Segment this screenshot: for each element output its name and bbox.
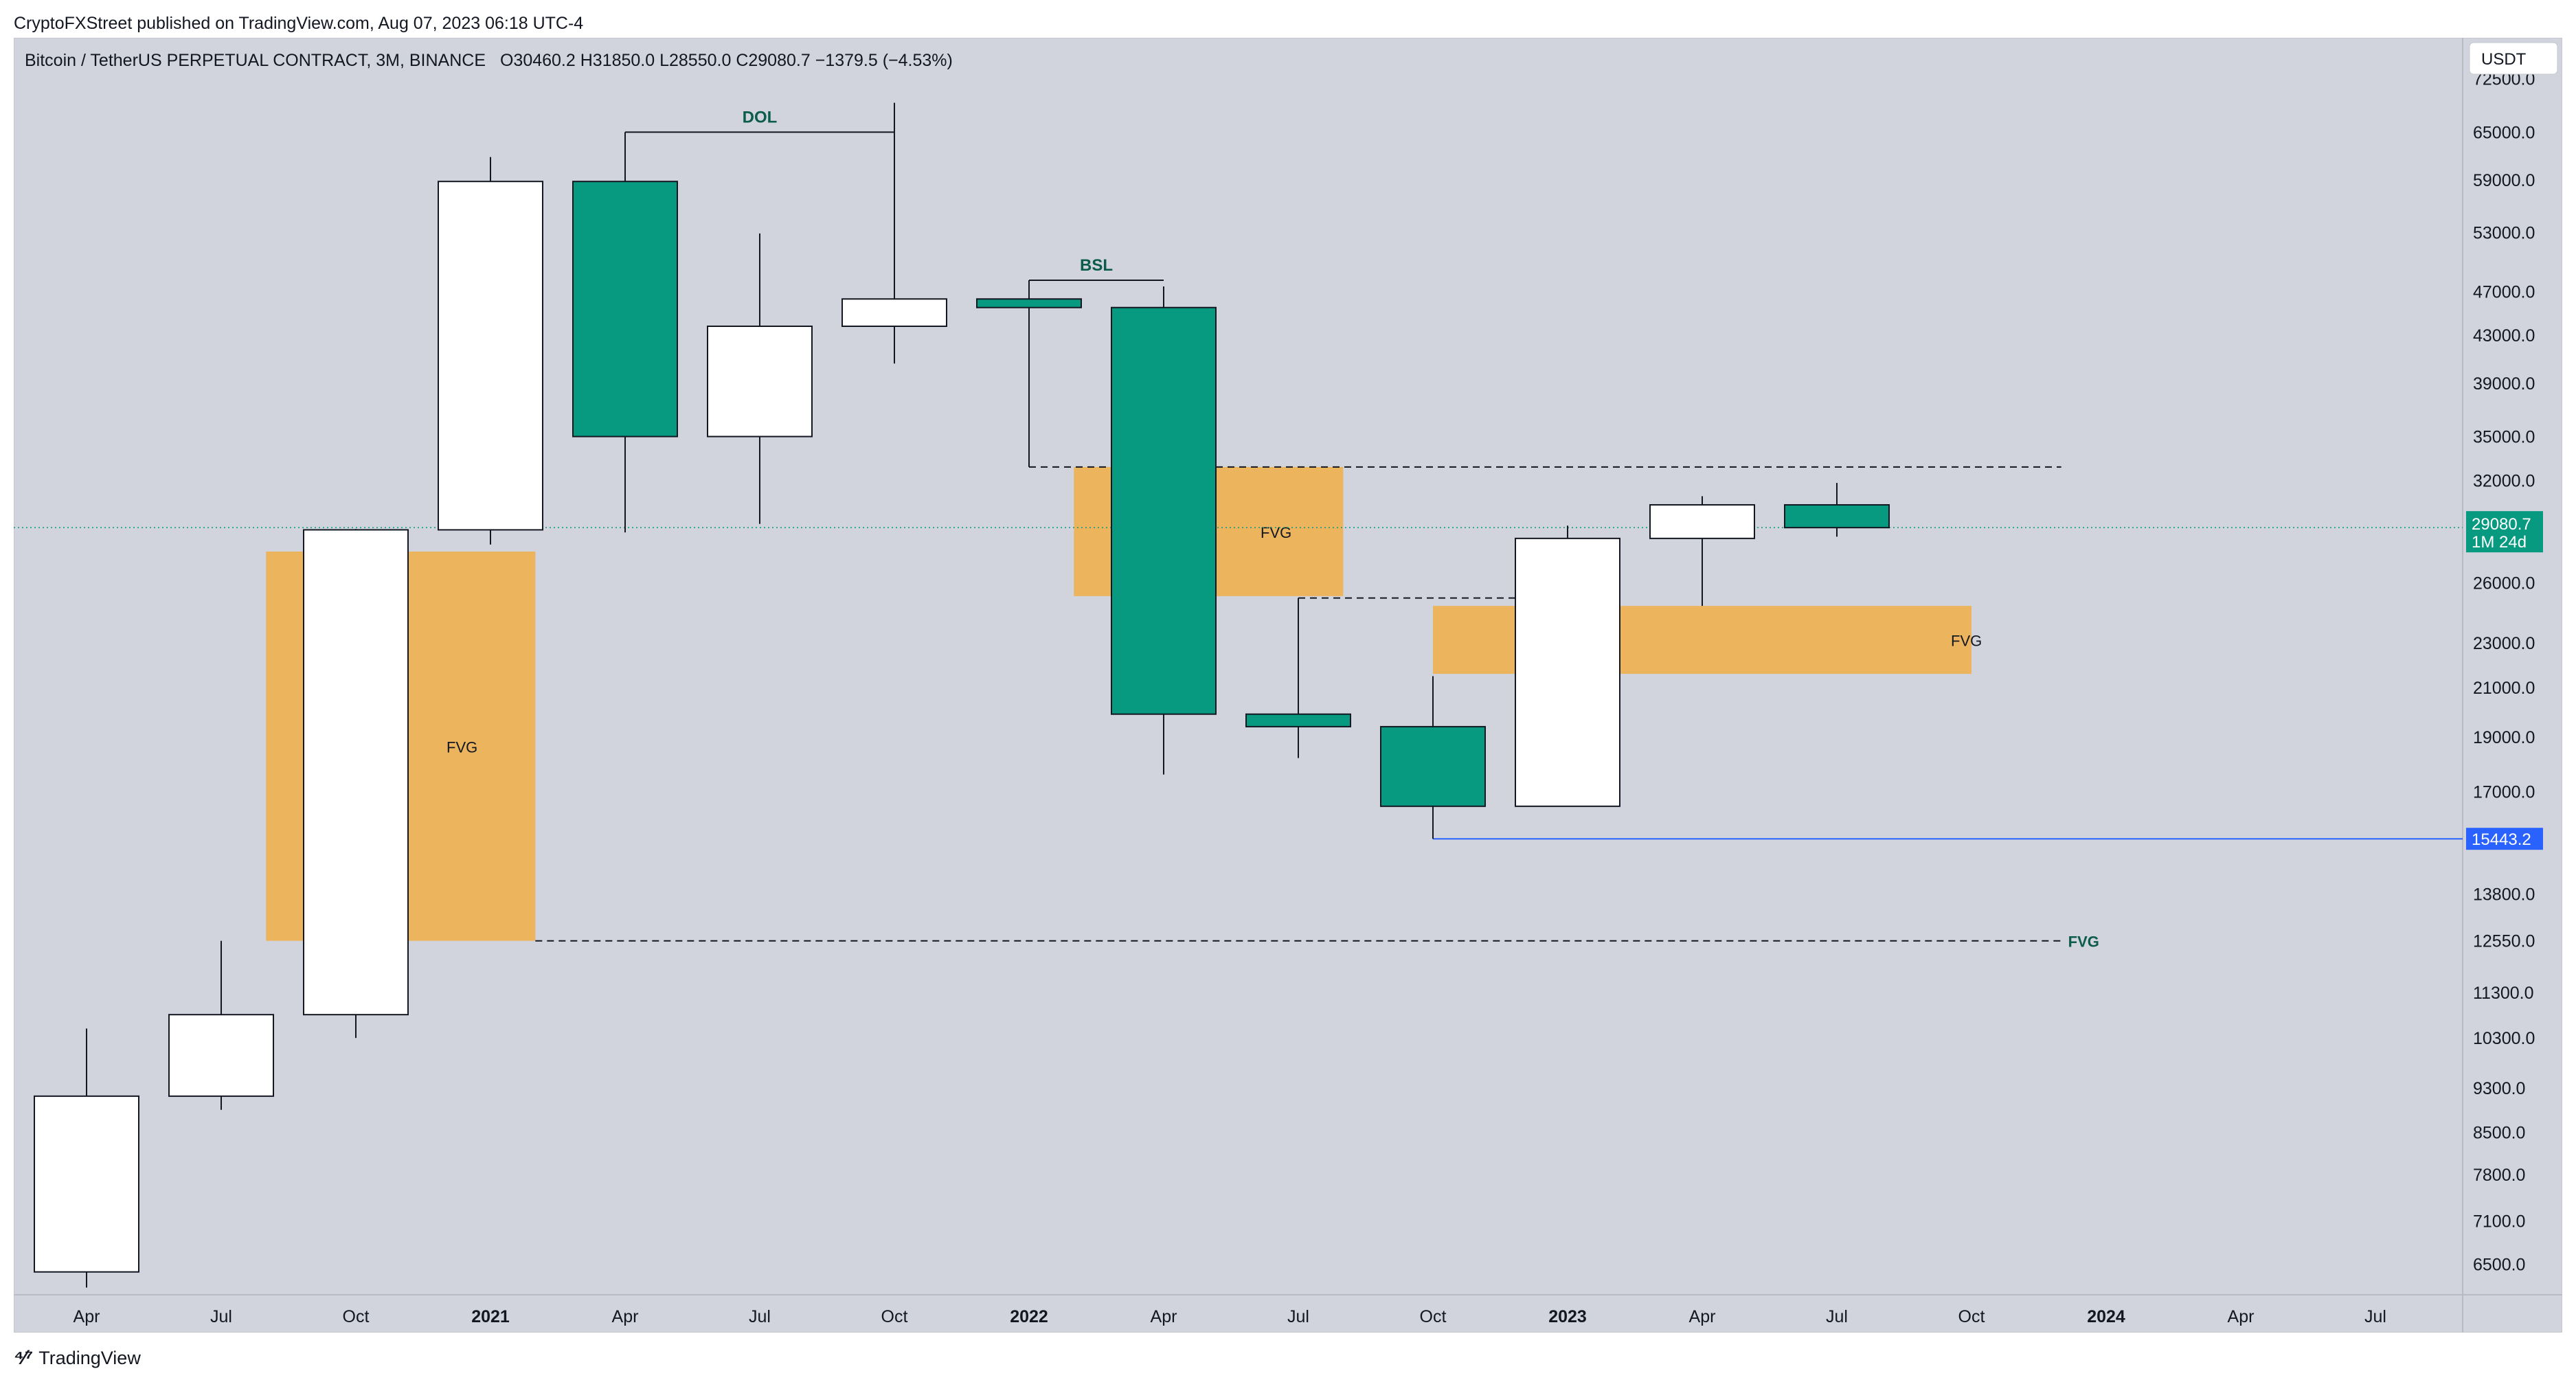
candle-body [1784,503,1890,529]
candle-body [707,325,813,438]
x-tick-label: Oct [343,1307,370,1326]
x-tick-label: Jul [1287,1307,1309,1326]
y-tick-label: 12550.0 [2473,932,2535,951]
x-tick-label: Oct [1958,1307,1985,1326]
candle[interactable] [1245,598,1351,758]
y-tick-label: 32000.0 [2473,472,2535,491]
ohlc-values: O30460.2 H31850.0 L28550.0 C29080.7 −137… [499,51,953,70]
candle-body [1111,306,1217,715]
x-tick-label: 2022 [1010,1307,1048,1326]
candle[interactable] [572,132,678,533]
x-tick-label: Apr [1151,1307,1177,1326]
annotation-label: BSL [1080,256,1113,275]
y-tick-label: 6500.0 [2473,1256,2525,1275]
y-tick-label: 23000.0 [2473,634,2535,653]
x-tick-label: 2021 [471,1307,510,1326]
candle-body [303,529,409,1016]
candle[interactable] [1649,496,1755,607]
fvg-annotation-label: FVG [2068,933,2099,951]
candle[interactable] [1784,483,1890,537]
candle-body [1649,503,1755,539]
candle-countdown: 1M 24d [2472,533,2527,552]
candle-body [168,1014,274,1097]
y-tick-label: 9300.0 [2473,1079,2525,1098]
candle-body [1380,725,1486,807]
candle[interactable] [303,529,409,1039]
annotation-label: DOL [743,108,778,126]
currency-badge[interactable]: USDT [2469,42,2558,75]
candle[interactable] [1111,286,1217,775]
candle-body [572,181,678,438]
y-tick-label: 13800.0 [2473,885,2535,905]
y-tick-label: 10300.0 [2473,1029,2535,1048]
last-price-tag [2466,511,2543,553]
price-level-tag [2466,828,2543,850]
x-tick-label: Apr [2228,1307,2255,1326]
y-tick-label: 26000.0 [2473,574,2535,593]
y-tick-label: 39000.0 [2473,374,2535,394]
last-price-value: 29080.7 [2472,515,2531,534]
y-tick-label: 7800.0 [2473,1166,2525,1185]
x-tick-label: Jul [2364,1307,2386,1326]
x-tick-label: 2023 [1548,1307,1587,1326]
x-tick-label: Apr [612,1307,639,1326]
footer-brand-label: TradingView [38,1347,141,1368]
y-tick-label: 7100.0 [2473,1212,2525,1231]
fvg-zone-label: FVG [1951,633,1982,650]
y-tick-label: 65000.0 [2473,123,2535,142]
footer-brand[interactable]: ⁴⁄⁷ TradingView [14,1346,141,1370]
fvg-zone [1433,606,1971,675]
x-tick-label: Oct [881,1307,908,1326]
symbol-name[interactable]: Bitcoin / TetherUS PERPETUAL CONTRACT, 3… [25,51,486,70]
candle-body [1245,713,1351,727]
fvg-zone-label: FVG [447,738,477,756]
x-tick-label: Apr [1689,1307,1716,1326]
y-tick-label: 53000.0 [2473,224,2535,243]
candle-body [34,1095,139,1273]
x-tick-label: Apr [74,1307,100,1326]
y-tick-label: 47000.0 [2473,283,2535,302]
price-level-value: 15443.2 [2472,830,2531,849]
candle-body [976,298,1082,308]
candle[interactable] [1515,525,1620,807]
candle[interactable] [1380,676,1486,839]
y-tick-label: 35000.0 [2473,428,2535,447]
y-tick-label: 21000.0 [2473,679,2535,698]
currency-badge-box [2469,42,2558,75]
fvg-zone-label: FVG [1261,524,1291,541]
candle[interactable] [168,940,274,1110]
candle-body [438,181,543,531]
candle-body [1515,537,1620,807]
y-tick-label: 59000.0 [2473,171,2535,190]
x-tick-label: 2024 [2087,1307,2125,1326]
y-tick-label: 43000.0 [2473,326,2535,346]
candle[interactable] [976,280,1082,467]
candle[interactable] [841,102,947,364]
x-tick-label: Jul [210,1307,232,1326]
y-tick-label: 19000.0 [2473,728,2535,747]
x-tick-label: Oct [1420,1307,1447,1326]
symbol-legend: Bitcoin / TetherUS PERPETUAL CONTRACT, 3… [25,51,953,71]
publish-info: CryptoFXStreet published on TradingView.… [14,14,584,33]
candle-body [841,298,947,327]
y-tick-label: 8500.0 [2473,1124,2525,1143]
x-tick-label: Jul [1826,1307,1848,1326]
tradingview-logo-icon: ⁴⁄⁷ [14,1346,33,1369]
y-tick-label: 17000.0 [2473,782,2535,802]
candle[interactable] [438,157,543,545]
candle[interactable] [34,1028,139,1288]
currency-badge-label: USDT [2481,50,2527,69]
y-tick-label: 11300.0 [2473,984,2534,1003]
candle[interactable] [707,233,813,524]
x-tick-label: Jul [749,1307,771,1326]
